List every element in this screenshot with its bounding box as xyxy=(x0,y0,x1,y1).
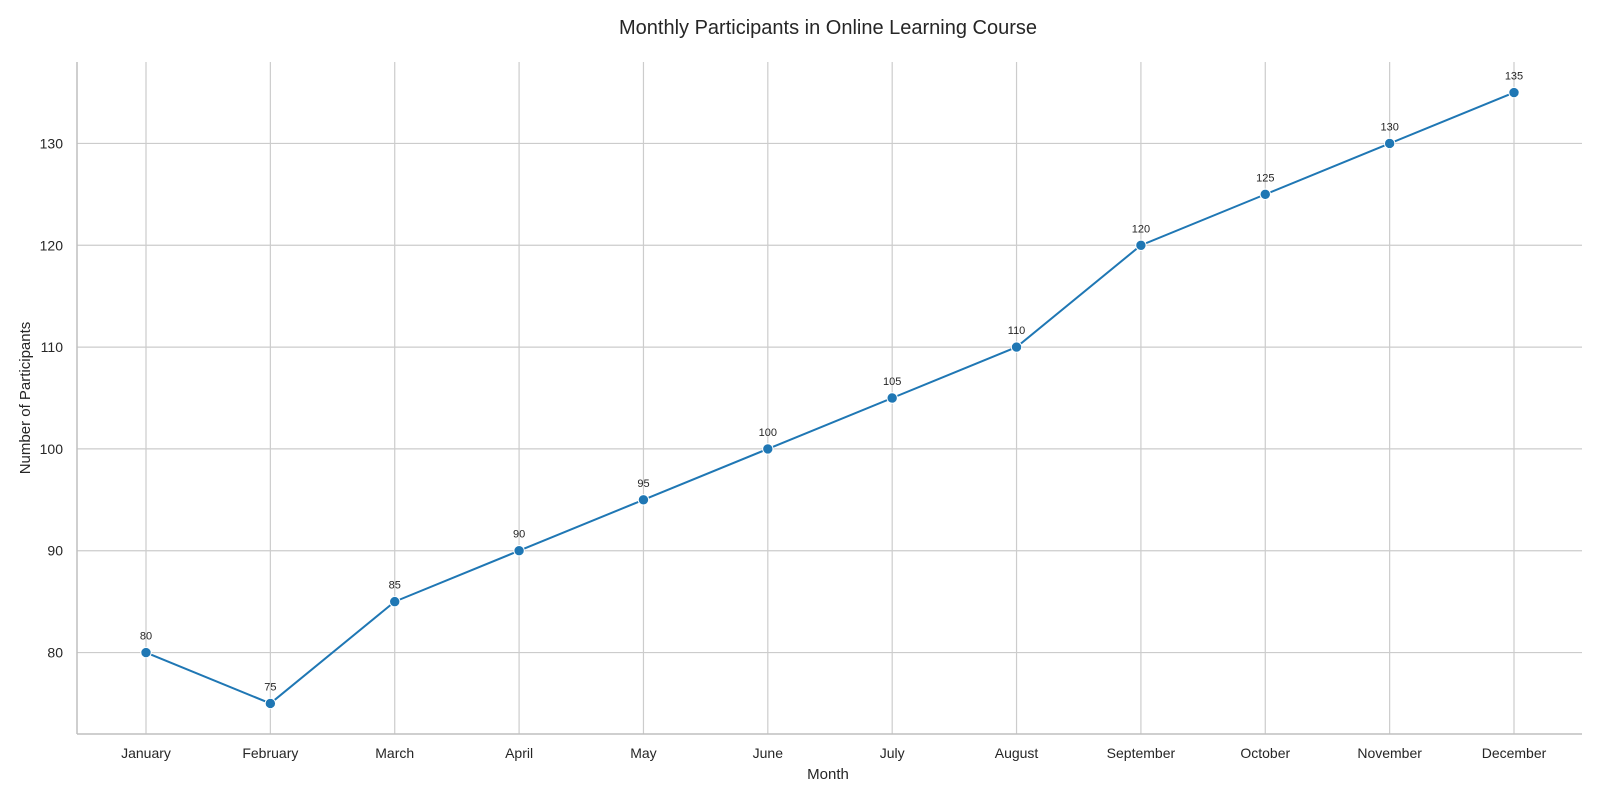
x-tick-label: May xyxy=(630,745,656,761)
data-label: 90 xyxy=(513,529,525,541)
series xyxy=(140,86,1520,710)
data-point xyxy=(389,595,401,608)
x-tick-label: January xyxy=(121,745,171,761)
y-tick-labels: 80 90 100 110 120 130 xyxy=(40,135,64,660)
data-label: 130 xyxy=(1380,121,1398,133)
data-point xyxy=(1259,188,1271,201)
data-point xyxy=(886,392,898,404)
data-label: 75 xyxy=(264,681,276,693)
y-axis-label: Number of Participants xyxy=(17,322,34,475)
x-tick-label: November xyxy=(1357,745,1422,761)
x-tick-label: February xyxy=(242,745,298,761)
data-label: 120 xyxy=(1132,223,1150,235)
x-tick-label: December xyxy=(1482,745,1547,761)
data-label: 105 xyxy=(883,376,901,388)
grid xyxy=(77,62,1582,734)
y-tick-label: 110 xyxy=(41,339,64,355)
y-tick-label: 90 xyxy=(47,543,63,559)
data-point xyxy=(637,494,650,506)
y-tick-label: 80 xyxy=(47,645,63,661)
data-label: 125 xyxy=(1256,172,1274,184)
data-point xyxy=(513,545,525,557)
x-axis-label: Month xyxy=(807,766,849,783)
data-label: 80 xyxy=(140,631,152,643)
data-point xyxy=(762,443,774,455)
data-label: 85 xyxy=(389,580,401,592)
x-tick-label: April xyxy=(505,745,533,761)
data-label: 135 xyxy=(1505,71,1523,83)
data-label: 110 xyxy=(1008,325,1026,337)
x-tick-label: August xyxy=(995,745,1039,761)
data-label: 95 xyxy=(637,478,649,490)
data-point xyxy=(264,697,277,710)
series-line xyxy=(145,91,1515,705)
data-point xyxy=(1508,86,1520,99)
data-labels: 80 75 85 90 95 100 105 110 120 125 130 135 xyxy=(140,71,1523,694)
chart-title: Monthly Participants in Online Learning … xyxy=(619,17,1037,39)
x-tick-label: September xyxy=(1107,745,1176,761)
y-tick-label: 120 xyxy=(40,237,64,253)
data-point xyxy=(140,646,152,659)
y-tick-label: 130 xyxy=(40,135,64,151)
data-label: 100 xyxy=(759,427,777,439)
x-tick-label: June xyxy=(753,745,784,761)
y-tick-label: 100 xyxy=(40,441,64,457)
x-tick-label: July xyxy=(880,745,905,761)
x-tick-label: March xyxy=(375,745,414,761)
data-point xyxy=(1135,239,1147,251)
x-tick-labels: January February March April May June July Augu… xyxy=(121,745,1547,761)
axes xyxy=(76,62,1582,735)
data-point xyxy=(1010,341,1023,353)
x-tick-label: October xyxy=(1240,745,1290,761)
data-point xyxy=(1383,137,1396,150)
